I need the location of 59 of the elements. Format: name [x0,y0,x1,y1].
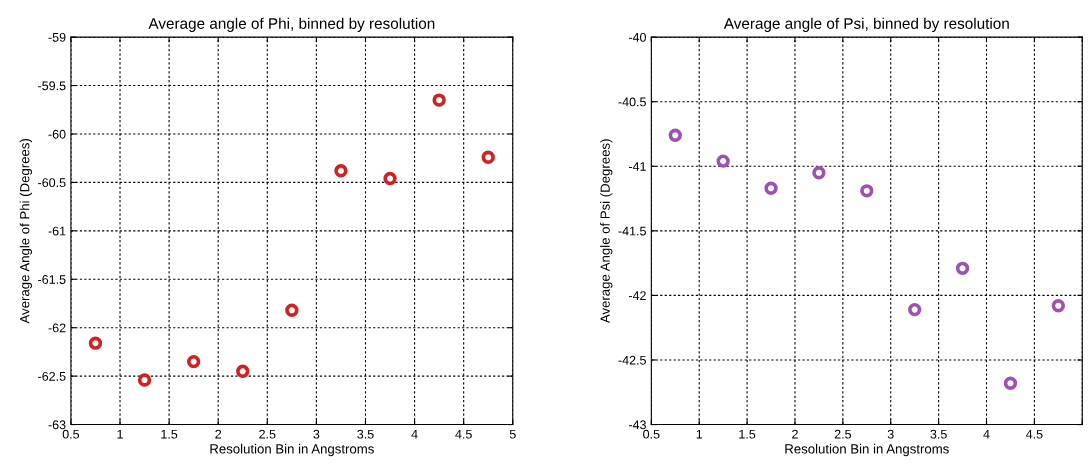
y-tick-label: -42.5 [618,355,646,365]
point [285,303,299,317]
x-axis-title: Resolution Bin in Angstroms [210,443,374,457]
point [1003,376,1018,390]
y-tick-label: -41.5 [618,226,646,236]
point [481,150,495,164]
x-tick-label: 5 [509,429,516,439]
y-tick-label: -61.5 [38,275,66,284]
x-tick-label: 1 [117,429,123,439]
x-tick-label: 1.5 [161,429,178,439]
x-tick-label: 2.5 [834,429,852,439]
y-tick-label: -43 [628,420,646,430]
point [955,261,970,275]
x-tick-label: 4.5 [455,429,472,439]
point [186,354,201,369]
x-tick-label: 3 [887,429,894,439]
x-tick-label: 1 [696,429,703,439]
point [88,336,103,350]
y-tick-label: -42 [628,291,646,300]
chart-title: Average angle of Phi, binned by resolution [148,17,435,32]
point [236,364,250,378]
point [334,164,348,178]
x-tick-label: 4.5 [1025,429,1043,439]
point [383,171,397,186]
chart-title: Average angle of Psi, binned by resolution [723,17,1009,32]
x-tick-label: 1.5 [739,429,756,439]
point [432,93,446,107]
y-tick-label: -59.5 [38,81,66,91]
y-tick-label: -59 [48,32,66,42]
y-tick-label: -62 [48,323,66,333]
y-tick-label: -40 [628,32,646,42]
point [812,166,826,180]
point [668,128,682,142]
x-tick-label: 2 [792,429,798,439]
x-tick-label: 0.5 [643,429,660,439]
point [764,181,778,195]
x-tick-label: 4 [411,429,418,439]
x-tick-label: 4 [983,429,990,439]
point [137,373,152,387]
x-tick-label: 3.5 [930,429,947,439]
x-axis-title: Resolution Bin in Angstroms [785,443,949,457]
y-tick-label: -60.5 [38,178,66,188]
point [716,154,730,168]
x-tick-label: 3.5 [357,429,374,439]
point [860,184,874,198]
y-axis-title: Average Angle of Psi (Degrees) [600,139,613,324]
x-tick-label: 3 [313,429,320,439]
x-tick-label: 2 [215,429,222,439]
y-tick-label: -61 [48,226,66,236]
y-tick-label: -41 [628,162,646,171]
y-tick-label: -60 [48,129,66,139]
point [1051,299,1065,313]
y-tick-label: -62.5 [38,371,66,381]
point [908,302,922,317]
y-axis-title: Average Angle of Phi (Degrees) [19,138,33,324]
y-tick-label: -63 [48,420,66,430]
x-tick-label: 0.5 [62,429,80,439]
y-tick-label: -40.5 [618,97,646,107]
x-tick-label: 2.5 [259,429,276,439]
